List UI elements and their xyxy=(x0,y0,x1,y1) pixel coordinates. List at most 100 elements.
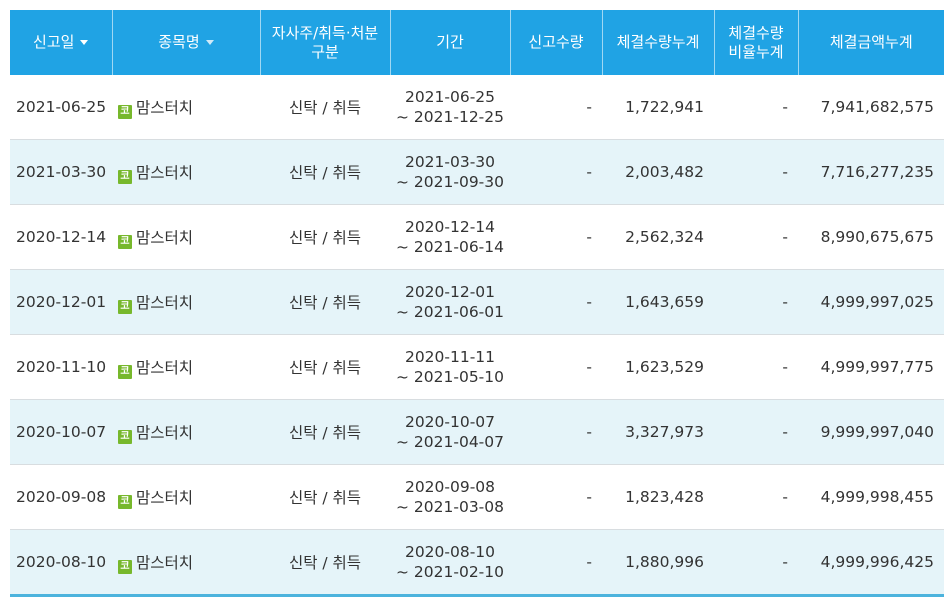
column-header-exec-ratio: 체결수량 비율누계 xyxy=(713,10,798,75)
period-cell: 2020-10-07 ~ 2021-04-07 xyxy=(390,399,510,465)
exec-amount-cell: 8,990,675,675 xyxy=(798,204,944,270)
table-row[interactable]: 2020-08-10 코 맘스터치 신탁 / 취득 2020-08-10 ~ 2021-0… xyxy=(10,529,944,597)
stock-name-link[interactable]: 맘스터치 xyxy=(136,553,194,572)
exec-qty-cell: 1,643,659 xyxy=(602,269,714,335)
stock-name-cell[interactable]: 코 맘스터치 xyxy=(112,334,260,400)
stock-name-cell[interactable]: 코 맘스터치 xyxy=(112,139,260,205)
stock-name-link[interactable]: 맘스터치 xyxy=(136,98,194,117)
stock-name-cell[interactable]: 코 맘스터치 xyxy=(112,204,260,270)
report-qty-cell: - xyxy=(510,464,602,530)
type-cell: 신탁 / 취득 xyxy=(260,269,390,335)
exec-amount-cell: 4,999,996,425 xyxy=(798,529,944,597)
report-qty-cell: - xyxy=(510,139,602,205)
period-end: ~ 2021-12-25 xyxy=(396,108,504,126)
type-cell: 신탁 / 취득 xyxy=(260,464,390,530)
stock-name-cell[interactable]: 코 맘스터치 xyxy=(112,399,260,465)
exec-amount-cell: 7,716,277,235 xyxy=(798,139,944,205)
period-end: ~ 2021-06-14 xyxy=(396,238,504,256)
kosdaq-badge-icon: 코 xyxy=(118,494,132,509)
period-cell: 2021-03-30 ~ 2021-09-30 xyxy=(390,139,510,205)
report-date-cell: 2021-03-30 xyxy=(10,139,112,205)
sort-caret-icon[interactable] xyxy=(205,40,214,45)
stock-name-link[interactable]: 맘스터치 xyxy=(136,488,194,507)
report-date-cell: 2020-09-08 xyxy=(10,464,112,530)
exec-amount-cell: 4,999,997,775 xyxy=(798,334,944,400)
report-qty-cell: - xyxy=(510,75,602,140)
period-end: ~ 2021-02-10 xyxy=(396,563,504,581)
period-cell: 2020-12-01 ~ 2021-06-01 xyxy=(390,269,510,335)
table-row[interactable]: 2020-12-14 코 맘스터치 신탁 / 취득 2020-12-14 ~ 2021-0… xyxy=(10,204,944,270)
table-row[interactable]: 2021-06-25 코 맘스터치 신탁 / 취득 2021-06-25 ~ 2021-1… xyxy=(10,75,944,140)
stock-name-link[interactable]: 맘스터치 xyxy=(136,423,194,442)
table-row[interactable]: 2021-03-30 코 맘스터치 신탁 / 취득 2021-03-30 ~ 2021-0… xyxy=(10,139,944,205)
table-row[interactable]: 2020-12-01 코 맘스터치 신탁 / 취득 2020-12-01 ~ 2021-0… xyxy=(10,269,944,335)
exec-qty-cell: 2,003,482 xyxy=(602,139,714,205)
stock-name-link[interactable]: 맘스터치 xyxy=(136,293,194,312)
column-header-period: 기간 xyxy=(389,10,510,75)
period-end: ~ 2021-03-08 xyxy=(396,498,504,516)
exec-qty-cell: 2,562,324 xyxy=(602,204,714,270)
column-header-label: 체결수량 비율누계 xyxy=(728,23,784,61)
exec-amount-cell: 4,999,997,025 xyxy=(798,269,944,335)
stock-name-cell[interactable]: 코 맘스터치 xyxy=(112,464,260,530)
column-header-label: 체결수량누계 xyxy=(616,33,700,51)
exec-ratio-cell: - xyxy=(714,529,798,597)
column-header-label: 체결금액누계 xyxy=(829,33,913,51)
report-qty-cell: - xyxy=(510,399,602,465)
exec-amount-cell: 9,999,997,040 xyxy=(798,399,944,465)
report-qty-cell: - xyxy=(510,269,602,335)
exec-ratio-cell: - xyxy=(714,204,798,270)
column-header-report-qty: 신고수량 xyxy=(509,10,602,75)
exec-qty-cell: 1,722,941 xyxy=(602,75,714,140)
type-cell: 신탁 / 취득 xyxy=(260,204,390,270)
period-start: 2020-08-10 xyxy=(404,543,496,561)
period-start: 2020-10-07 xyxy=(404,413,496,431)
table-body: 2021-06-25 코 맘스터치 신탁 / 취득 2021-06-25 ~ 2021-1… xyxy=(10,75,944,597)
kosdaq-badge-icon: 코 xyxy=(118,169,132,184)
type-cell: 신탁 / 취득 xyxy=(260,529,390,597)
period-end: ~ 2021-06-01 xyxy=(396,303,504,321)
report-qty-cell: - xyxy=(510,529,602,597)
period-end: ~ 2021-09-30 xyxy=(396,173,504,191)
report-date-cell: 2020-10-07 xyxy=(10,399,112,465)
period-start: 2021-03-30 xyxy=(404,153,496,171)
table-row[interactable]: 2020-09-08 코 맘스터치 신탁 / 취득 2020-09-08 ~ 2021-0… xyxy=(10,464,944,530)
kosdaq-badge-icon: 코 xyxy=(118,559,132,574)
exec-ratio-cell: - xyxy=(714,269,798,335)
column-header-label: 기간 xyxy=(436,33,464,51)
stock-name-link[interactable]: 맘스터치 xyxy=(136,163,194,182)
period-cell: 2020-11-11 ~ 2021-05-10 xyxy=(390,334,510,400)
column-header-type: 자사주/취득·처분 구분 xyxy=(259,10,390,75)
kosdaq-badge-icon: 코 xyxy=(118,299,132,314)
report-date-cell: 2020-12-01 xyxy=(10,269,112,335)
period-cell: 2020-09-08 ~ 2021-03-08 xyxy=(390,464,510,530)
report-date-cell: 2020-12-14 xyxy=(10,204,112,270)
exec-ratio-cell: - xyxy=(714,464,798,530)
stock-name-link[interactable]: 맘스터치 xyxy=(136,358,194,377)
table-header: 신고일 종목명 자사주/취득·처분 구분 기간 신고수량 체결수량누계 체결수량 비… xyxy=(10,10,944,75)
exec-ratio-cell: - xyxy=(714,334,798,400)
exec-amount-cell: 7,941,682,575 xyxy=(798,75,944,140)
column-header-label: 신고일 xyxy=(33,33,75,51)
column-header-label: 종목명 xyxy=(158,33,200,51)
kosdaq-badge-icon: 코 xyxy=(118,234,132,249)
column-header-exec-qty: 체결수량누계 xyxy=(601,10,714,75)
table-row[interactable]: 2020-11-10 코 맘스터치 신탁 / 취득 2020-11-11 ~ 2021-0… xyxy=(10,334,944,400)
stock-name-cell[interactable]: 코 맘스터치 xyxy=(112,269,260,335)
exec-qty-cell: 1,880,996 xyxy=(602,529,714,597)
stock-name-cell[interactable]: 코 맘스터치 xyxy=(112,529,260,597)
period-end: ~ 2021-04-07 xyxy=(396,433,504,451)
sort-caret-icon[interactable] xyxy=(80,40,89,45)
table-row[interactable]: 2020-10-07 코 맘스터치 신탁 / 취득 2020-10-07 ~ 2021-0… xyxy=(10,399,944,465)
type-cell: 신탁 / 취득 xyxy=(260,139,390,205)
stock-name-link[interactable]: 맘스터치 xyxy=(136,228,194,247)
report-date-cell: 2020-11-10 xyxy=(10,334,112,400)
exec-qty-cell: 1,623,529 xyxy=(602,334,714,400)
column-header-stock-name[interactable]: 종목명 xyxy=(111,10,260,75)
column-header-exec-amount: 체결금액누계 xyxy=(797,10,944,75)
exec-ratio-cell: - xyxy=(714,139,798,205)
type-cell: 신탁 / 취득 xyxy=(260,75,390,140)
column-header-report-date[interactable]: 신고일 xyxy=(10,10,112,75)
exec-qty-cell: 3,327,973 xyxy=(602,399,714,465)
stock-name-cell[interactable]: 코 맘스터치 xyxy=(112,75,260,140)
